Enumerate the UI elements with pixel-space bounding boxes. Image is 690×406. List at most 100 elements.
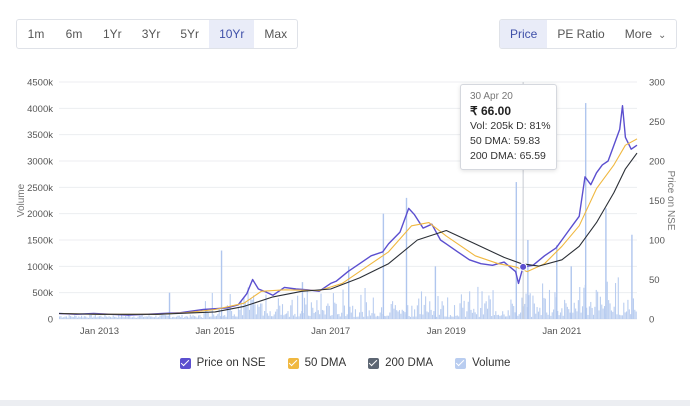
legend-50dma[interactable]: 50 DMA [287, 357, 346, 369]
volume-bar [235, 316, 237, 319]
volume-bar [283, 315, 285, 319]
volume-bar [346, 314, 348, 319]
volume-bar [400, 313, 402, 319]
volume-bar [253, 295, 255, 319]
volume-bar [409, 316, 412, 319]
volume-bar [276, 309, 278, 319]
volume-bar [71, 316, 73, 319]
legend-200dma[interactable]: 200 DMA [368, 357, 433, 369]
volume-bar [540, 315, 542, 319]
volume-bar [438, 314, 440, 319]
range-10yr[interactable]: 10Yr [209, 20, 255, 48]
volume-bar [481, 291, 483, 319]
more-label: More [624, 27, 653, 41]
volume-bar [635, 311, 637, 319]
volume-bar [349, 306, 351, 319]
volume-bar [548, 289, 551, 319]
more-dropdown[interactable]: More ⌄ [615, 20, 677, 48]
volume-bar [217, 314, 219, 319]
range-1m[interactable]: 1m [27, 27, 45, 41]
volume-bar [489, 299, 491, 319]
checkbox-icon [287, 357, 299, 369]
volume-bar [614, 283, 617, 319]
volume-bar [231, 311, 233, 319]
volume-bar [174, 317, 176, 319]
volume-bar [239, 309, 241, 319]
volume-bar [566, 306, 568, 319]
volume-bar [466, 311, 468, 319]
range-6m[interactable]: 6m [65, 27, 83, 41]
bottom-divider [0, 400, 690, 406]
volume-bar [232, 315, 234, 319]
volume-bar [105, 316, 107, 319]
volume-bar [199, 315, 201, 319]
volume-bar [288, 316, 290, 319]
volume-bar [401, 309, 403, 319]
range-3yr[interactable]: 3Yr [141, 27, 161, 41]
tooltip-price: ₹ 66.00 [470, 104, 511, 118]
volume-bar [518, 314, 520, 319]
volume-bar [134, 317, 136, 319]
y-tick-label-left: 0 [48, 315, 53, 326]
volume-bar [192, 315, 194, 319]
volume-bar [544, 298, 546, 319]
price-tab[interactable]: Price [500, 20, 548, 48]
volume-spike-bar [405, 197, 408, 319]
volume-bar [292, 315, 295, 319]
volume-bar [592, 314, 595, 319]
volume-bar [460, 294, 462, 319]
volume-bar [444, 316, 446, 319]
volume-bar [353, 316, 355, 319]
volume-bar [502, 311, 504, 319]
volume-bar [352, 305, 354, 319]
volume-bar [98, 316, 101, 319]
volume-bar [590, 301, 592, 319]
volume-bar [111, 317, 113, 319]
pe-ratio-tab[interactable]: PE Ratio [557, 27, 605, 41]
volume-bar [137, 316, 139, 319]
volume-bar [243, 296, 245, 319]
volume-bar [467, 301, 469, 319]
legend-price[interactable]: Price on NSE [179, 357, 266, 369]
range-max[interactable]: Max [264, 27, 288, 41]
volume-bar [462, 307, 464, 319]
volume-bar [149, 316, 151, 319]
volume-bar [558, 315, 560, 319]
volume-bar [332, 293, 334, 319]
volume-bar [316, 300, 318, 319]
price-chart[interactable]: 0 500k 1000k 1500k 2000k 2500k 3000k 3500k 4000k… [0, 70, 690, 350]
volume-bar [416, 305, 418, 319]
volume-bar [628, 309, 630, 319]
range-5yr[interactable]: 5Yr [180, 27, 200, 41]
legend-volume[interactable]: Volume [455, 357, 510, 369]
range-1yr[interactable]: 1Yr [103, 27, 122, 41]
volume-bar [224, 315, 226, 319]
volume-bar [379, 312, 381, 319]
x-tick-label: Jan 2021 [542, 326, 581, 337]
volume-bar [383, 315, 385, 319]
y-tick-label-left: 500k [32, 288, 53, 299]
volume-bar [305, 304, 307, 319]
volume-bar [112, 315, 114, 319]
volume-bar [440, 309, 442, 319]
volume-bar [559, 312, 562, 319]
volume-bar [195, 316, 197, 319]
volume-bar [63, 317, 65, 319]
volume-bar [368, 310, 370, 319]
volume-bar [407, 305, 409, 319]
volume-bar [586, 307, 588, 319]
volume-bar [259, 303, 262, 319]
volume-bar [74, 315, 76, 319]
volume-bar [246, 306, 248, 319]
volume-bar [506, 316, 508, 319]
volume-bar [120, 315, 123, 319]
volume-bar [456, 315, 458, 319]
volume-bar [374, 313, 376, 319]
volume-bar [492, 290, 494, 319]
volume-bar [306, 290, 308, 319]
volume-bar [153, 317, 156, 319]
volume-bar [423, 304, 425, 319]
volume-spike-bar [220, 250, 223, 319]
volume-bar [445, 316, 447, 319]
volume-bar [613, 306, 615, 319]
